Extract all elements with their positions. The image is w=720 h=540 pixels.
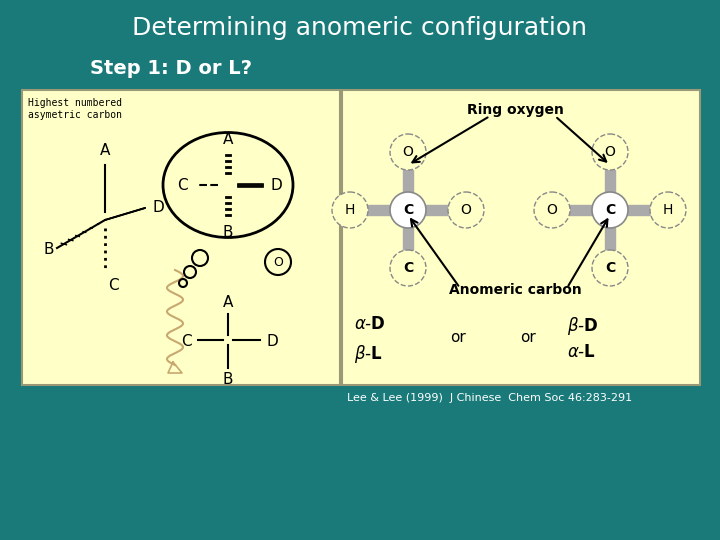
Text: C: C [403, 203, 413, 217]
FancyBboxPatch shape [342, 90, 700, 385]
Text: D: D [266, 334, 278, 349]
Text: or: or [520, 330, 536, 345]
Text: H: H [345, 203, 355, 217]
Text: O: O [546, 203, 557, 217]
Circle shape [332, 192, 368, 228]
Text: B: B [222, 372, 233, 387]
Text: $\alpha$-$\mathbf{D}$: $\alpha$-$\mathbf{D}$ [354, 315, 386, 333]
Text: A: A [222, 295, 233, 310]
Text: Highest numbered
asymetric carbon: Highest numbered asymetric carbon [28, 98, 122, 119]
Text: $\beta$-$\mathbf{D}$: $\beta$-$\mathbf{D}$ [567, 315, 598, 337]
Text: or: or [450, 330, 466, 345]
Circle shape [592, 192, 628, 228]
FancyBboxPatch shape [22, 90, 340, 385]
Text: O: O [402, 145, 413, 159]
Circle shape [592, 134, 628, 170]
Circle shape [184, 266, 196, 278]
Text: Anomeric carbon: Anomeric carbon [449, 283, 581, 297]
Text: D: D [270, 178, 282, 192]
Ellipse shape [163, 132, 293, 238]
Text: D: D [152, 199, 163, 214]
Circle shape [179, 279, 187, 287]
Circle shape [265, 249, 291, 275]
Text: H: H [663, 203, 673, 217]
Circle shape [592, 250, 628, 286]
Circle shape [390, 250, 426, 286]
Text: C: C [181, 334, 192, 349]
Text: C: C [108, 278, 119, 293]
Text: O: O [461, 203, 472, 217]
Text: Ring oxygen: Ring oxygen [467, 103, 564, 117]
Text: C: C [605, 203, 615, 217]
Text: O: O [605, 145, 616, 159]
Text: C: C [403, 261, 413, 275]
Text: Determining anomeric configuration: Determining anomeric configuration [132, 16, 588, 40]
Circle shape [448, 192, 484, 228]
Circle shape [192, 250, 208, 266]
Circle shape [650, 192, 686, 228]
Circle shape [390, 192, 426, 228]
Text: A: A [222, 132, 233, 147]
Text: Step 1: D or L?: Step 1: D or L? [90, 58, 252, 78]
Text: B: B [44, 242, 54, 258]
Text: $\alpha$-$\mathbf{L}$: $\alpha$-$\mathbf{L}$ [567, 343, 596, 361]
Text: B: B [222, 225, 233, 240]
Text: C: C [605, 261, 615, 275]
Circle shape [390, 134, 426, 170]
Text: O: O [273, 255, 283, 268]
Text: Lee & Lee (1999)  J Chinese  Chem Soc 46:283-291: Lee & Lee (1999) J Chinese Chem Soc 46:2… [347, 393, 632, 403]
Circle shape [534, 192, 570, 228]
Text: $\beta$-$\mathbf{L}$: $\beta$-$\mathbf{L}$ [354, 343, 383, 365]
Text: C: C [177, 178, 188, 192]
Text: A: A [100, 143, 110, 158]
